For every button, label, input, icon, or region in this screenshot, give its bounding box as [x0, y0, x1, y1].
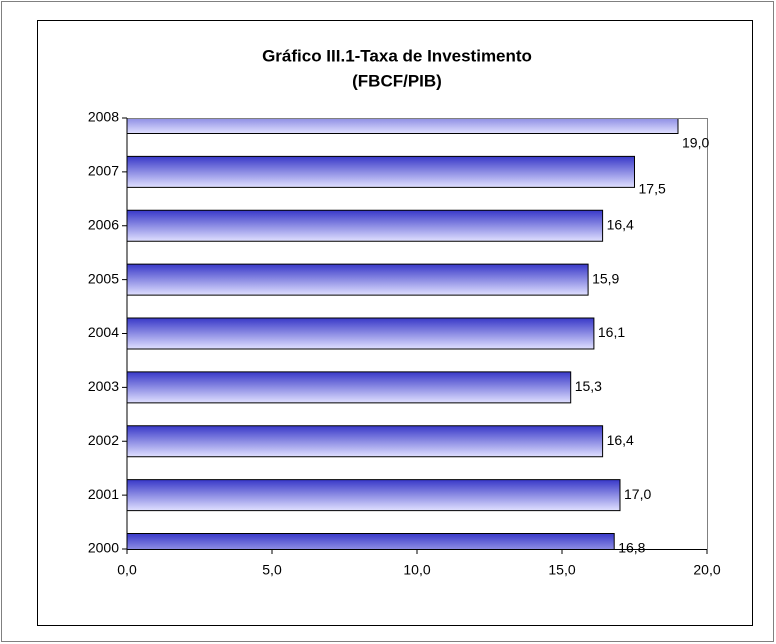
bar [127, 209, 604, 242]
plot-area [127, 118, 679, 549]
x-tick-label: 15,0 [548, 562, 575, 578]
y-tick-label: 2004 [88, 324, 119, 340]
value-label: 15,3 [575, 378, 602, 394]
value-label: 17,0 [624, 486, 651, 502]
x-tick-label: 5,0 [262, 562, 282, 578]
y-tick-label: 2000 [88, 540, 119, 556]
value-label: 16,8 [618, 540, 645, 556]
value-label: 17,5 [639, 181, 666, 197]
value-label: 15,9 [592, 270, 619, 286]
y-tick-label: 2003 [88, 378, 119, 394]
bar [127, 263, 589, 296]
value-label: 19,0 [682, 135, 709, 151]
x-tick-label: 20,0 [693, 562, 720, 578]
chart-title: (FBCF/PIB) [352, 71, 442, 90]
x-tick-label: 0,0 [117, 562, 137, 578]
y-tick-label: 2005 [88, 270, 119, 286]
plot-border [127, 118, 708, 549]
chart-title: Gráfico III.1-Taxa de Investimento [262, 46, 532, 65]
bar [127, 371, 572, 404]
y-tick-label: 2006 [88, 216, 119, 232]
bar [127, 479, 621, 512]
value-label: 16,4 [607, 432, 634, 448]
bar [127, 317, 595, 350]
y-tick-label: 2008 [88, 109, 119, 125]
x-tick-label: 10,0 [403, 562, 430, 578]
bar [127, 155, 635, 188]
bar [127, 533, 615, 549]
value-label: 16,1 [598, 324, 625, 340]
y-tick-label: 2007 [88, 163, 119, 179]
value-label: 16,4 [607, 216, 634, 232]
bar [127, 118, 679, 134]
y-tick-label: 2001 [88, 486, 119, 502]
bar [127, 425, 604, 458]
y-tick-label: 2002 [88, 432, 119, 448]
